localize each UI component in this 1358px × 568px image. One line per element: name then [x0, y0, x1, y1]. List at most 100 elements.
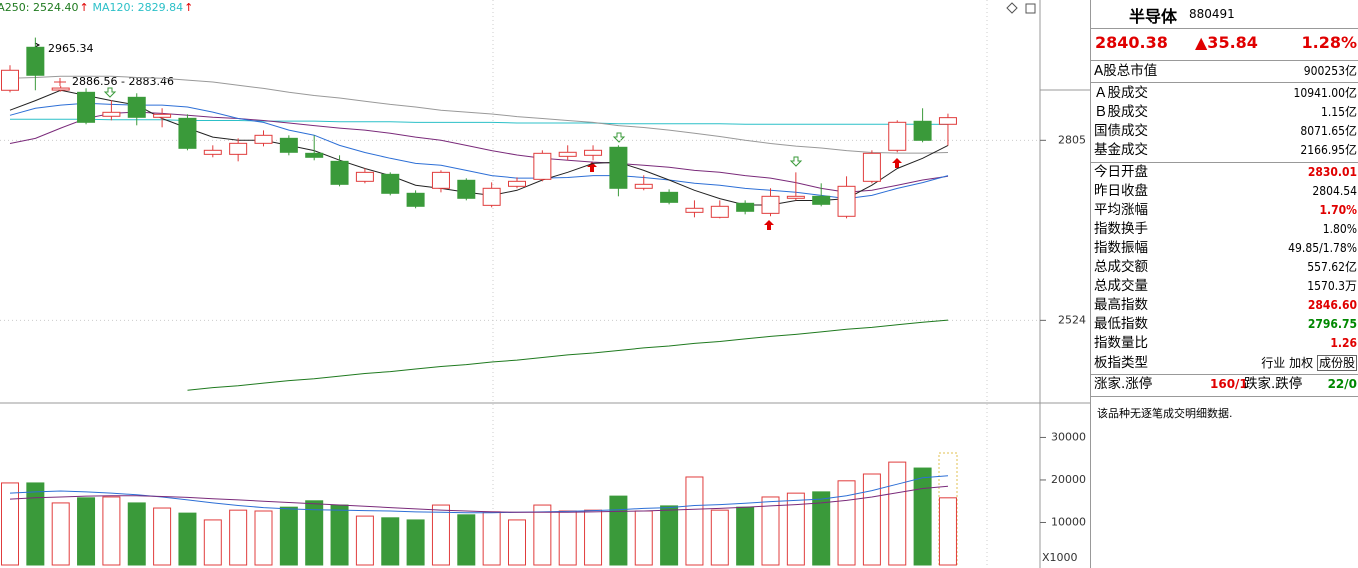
row-value: 2796.75 — [1307, 317, 1357, 331]
separator — [1091, 82, 1358, 83]
quote-row: 最低指数 2796.75 — [1094, 315, 1357, 334]
volume-bar — [558, 510, 577, 566]
volume-bar — [913, 467, 932, 566]
volume-bar — [305, 500, 324, 566]
row-value: 557.62亿 — [1307, 260, 1357, 274]
ma-line — [187, 319, 949, 391]
volume-ma-line — [9, 485, 949, 513]
legend-entry: IA250: 2524.40 — [0, 1, 78, 14]
volume-bar — [102, 496, 121, 566]
candle-body — [786, 195, 805, 199]
row-label: 涨家.涨停 — [1094, 376, 1153, 392]
ma-line — [9, 75, 949, 154]
chart: 2965.34 2886.56 - 2883.46 X1000 28052524… — [0, 0, 1090, 568]
candle-body — [837, 185, 856, 217]
row-label: 板指类型 — [1094, 355, 1148, 371]
candle-body — [127, 96, 146, 118]
price: 2840.38 — [1095, 33, 1168, 52]
high-annotation: 2965.34 — [48, 42, 94, 55]
legend-entry: MA120: 2829.84 — [92, 1, 183, 14]
separator — [1091, 374, 1358, 375]
candle-body — [710, 205, 729, 218]
volume-bar — [178, 512, 197, 566]
volume-bar — [660, 505, 679, 566]
note: 该品种无逐笔成交明细数据. — [1097, 407, 1233, 420]
y-tick-label: 20000 — [1051, 473, 1086, 486]
candle-body — [761, 195, 780, 214]
quote-row: 今日开盘 2830.01 — [1094, 163, 1357, 182]
volume-bar — [634, 510, 653, 566]
volume-bar — [584, 509, 603, 566]
candle-body — [685, 207, 704, 213]
row-label: 今日开盘 — [1094, 164, 1148, 180]
quote-row: 指数振幅 49.85/1.78% — [1094, 239, 1357, 258]
separator — [1091, 396, 1358, 397]
index-code: 880491 — [1189, 7, 1235, 21]
candle-body — [736, 202, 755, 212]
row-label: Ａ股成交 — [1094, 85, 1148, 101]
quote-row: 基金成交 2166.95亿 — [1094, 141, 1357, 160]
type-option[interactable]: 加权 — [1289, 356, 1314, 370]
candle-body — [51, 87, 70, 91]
candle-body — [482, 187, 501, 206]
quote-row: 平均涨幅 1.70% — [1094, 201, 1357, 220]
candle-body — [938, 117, 957, 125]
type-option[interactable]: 行业 — [1261, 356, 1286, 370]
square-icon[interactable] — [1025, 3, 1036, 14]
candle-body — [558, 151, 577, 157]
volume-bar — [710, 509, 729, 566]
candle-body — [203, 149, 222, 155]
row-value: 49.85/1.78% — [1288, 241, 1357, 255]
volume-bar — [862, 473, 881, 566]
candle-body — [26, 46, 45, 76]
candle-body — [533, 152, 552, 180]
quote-row: 指数量比 1.26 — [1094, 334, 1357, 353]
high-marker — [34, 42, 41, 48]
y-tick-label: 2524 — [1058, 313, 1086, 326]
candle-body — [913, 120, 932, 141]
diamond-icon[interactable] — [1006, 2, 1018, 14]
volume-bar — [508, 519, 526, 566]
candle-body — [634, 183, 653, 189]
candle-body — [381, 173, 400, 194]
row-label: 指数量比 — [1094, 335, 1148, 351]
candle-body — [609, 146, 628, 189]
volume-bar — [229, 509, 248, 566]
candle-body — [660, 191, 679, 203]
candle-body — [812, 195, 831, 205]
row-label: Ｂ股成交 — [1094, 104, 1148, 120]
candle-body — [862, 152, 881, 182]
candle-body — [254, 134, 273, 144]
index-name: 半导体 — [1129, 7, 1178, 26]
volume-bar — [51, 502, 70, 566]
row-value: 10941.00亿 — [1293, 86, 1358, 100]
row-label: A股总市值 — [1094, 63, 1158, 79]
quote-row: 最高指数 2846.60 — [1094, 296, 1357, 315]
row-value: 2166.95亿 — [1300, 143, 1357, 157]
quote-row: 昨日收盘 2804.54 — [1094, 182, 1357, 201]
volume-bar — [254, 510, 273, 566]
candle-body — [330, 160, 349, 185]
candle-body — [457, 179, 476, 199]
volume-bar — [381, 517, 400, 566]
volume-ma-line — [9, 475, 949, 514]
volume-bar — [609, 495, 628, 566]
candle-body — [153, 113, 172, 118]
separator — [1091, 28, 1358, 29]
row-label: 指数换手 — [1094, 221, 1148, 237]
volume-bar — [736, 506, 755, 566]
change: ▲35.84 — [1195, 33, 1258, 52]
volume-bar — [355, 515, 374, 566]
volume-bar — [203, 519, 222, 566]
type-option[interactable]: 成份股 — [1316, 355, 1357, 371]
row-value: 2830.01 — [1307, 165, 1357, 179]
volume-bar — [812, 491, 831, 566]
volume-bar — [938, 497, 957, 566]
quote-row: Ｂ股成交 1.15亿 — [1094, 103, 1357, 122]
candle-body — [178, 117, 197, 149]
y-tick-label: 30000 — [1051, 430, 1086, 443]
row-label: 指数振幅 — [1094, 240, 1148, 256]
volume-bar — [786, 492, 805, 566]
candle-body — [584, 149, 603, 156]
row-value: 22/0 — [1327, 377, 1357, 391]
